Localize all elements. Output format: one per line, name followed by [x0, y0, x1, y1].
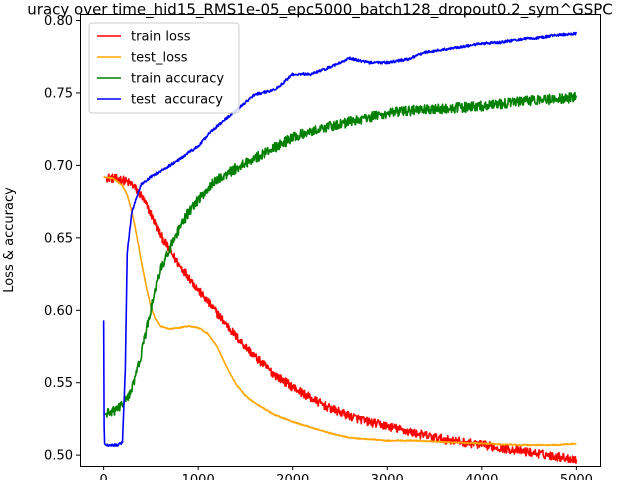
series-line: [103, 91, 578, 418]
y-tick-label: 0.80: [44, 14, 73, 29]
x-tick-label: 0: [99, 473, 107, 480]
series-line: [103, 173, 578, 465]
x-axis-ticks: 0 1000 2000 3000 4000 5000: [99, 466, 593, 480]
y-tick-label: 0.65: [44, 231, 73, 246]
chart-title: uracy over time_hid15_RMS1e-05_epc5000_b…: [27, 1, 612, 20]
series-layer: [102, 31, 578, 465]
legend-label: test accuracy: [131, 93, 223, 108]
series-line: [103, 176, 577, 447]
legend-label: train accuracy: [131, 72, 224, 87]
x-tick-label: 2000: [276, 473, 309, 480]
y-tick-label: 0.70: [44, 159, 73, 174]
y-axis-ticks: 0.50 0.55 0.60 0.65 0.70 0.75 0.80: [44, 14, 80, 464]
legend-label: test_loss: [131, 51, 188, 66]
legend-box: [88, 22, 240, 114]
series-line: [102, 31, 578, 448]
x-tick-label: 4000: [465, 473, 498, 480]
y-axis-title: Loss & accuracy: [2, 187, 17, 293]
x-tick-label: 5000: [560, 473, 593, 480]
x-tick-label: 3000: [371, 473, 404, 480]
plot-area-frame: [80, 14, 601, 467]
y-tick-label: 0.60: [44, 304, 73, 319]
y-tick-label: 0.75: [44, 86, 73, 101]
x-tick-label: 1000: [182, 473, 215, 480]
y-tick-label: 0.50: [44, 449, 73, 464]
y-tick-label: 0.55: [44, 376, 73, 391]
legend-label: train loss: [131, 30, 191, 45]
